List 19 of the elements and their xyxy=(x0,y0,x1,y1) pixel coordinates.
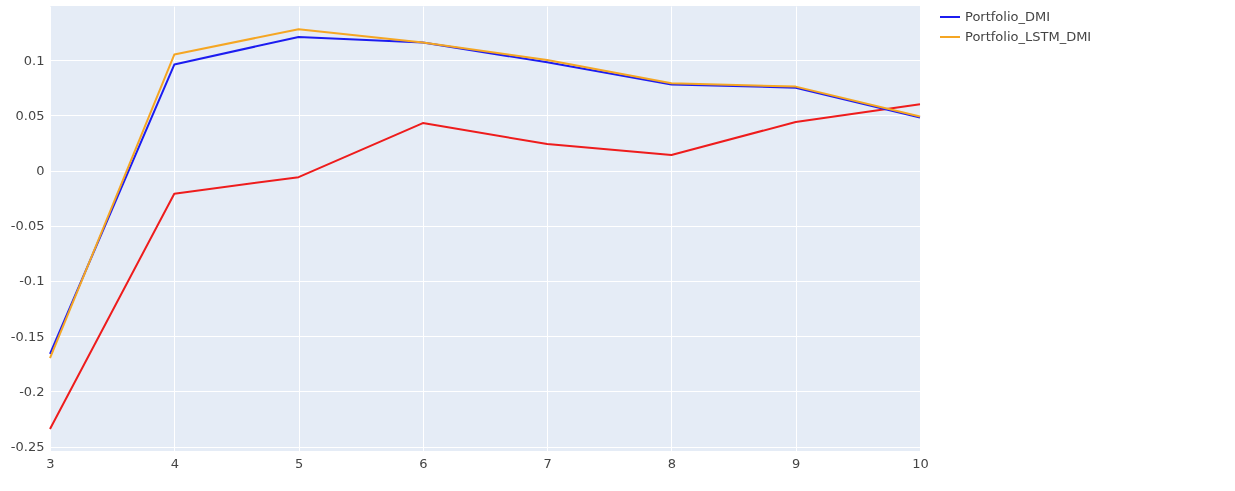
x-tick-label: 8 xyxy=(667,455,677,471)
x-tick-label: 5 xyxy=(294,455,304,471)
y-tick-label: -0.2 xyxy=(19,383,45,399)
y-tick-label: 0.05 xyxy=(15,107,45,123)
legend-label: Portfolio_DMI xyxy=(965,9,1051,24)
y-tick-label: 0.1 xyxy=(23,52,45,68)
y-tick-label: -0.1 xyxy=(19,273,45,289)
legend-label: Portfolio_LSTM_DMI xyxy=(965,29,1092,44)
y-tick-label: 0 xyxy=(36,163,45,179)
y-tick-label: -0.05 xyxy=(10,218,45,234)
x-tick-label: 10 xyxy=(912,455,929,471)
x-tick-label: 3 xyxy=(46,455,55,471)
y-tick-label: -0.15 xyxy=(10,328,45,344)
x-tick-label: 7 xyxy=(543,455,552,471)
line-series xyxy=(49,103,921,430)
y-tick-label: -0.25 xyxy=(10,439,45,455)
x-tick-label: 6 xyxy=(419,455,428,471)
x-tick-label: 9 xyxy=(792,455,801,471)
x-tick-label: 4 xyxy=(170,455,179,471)
